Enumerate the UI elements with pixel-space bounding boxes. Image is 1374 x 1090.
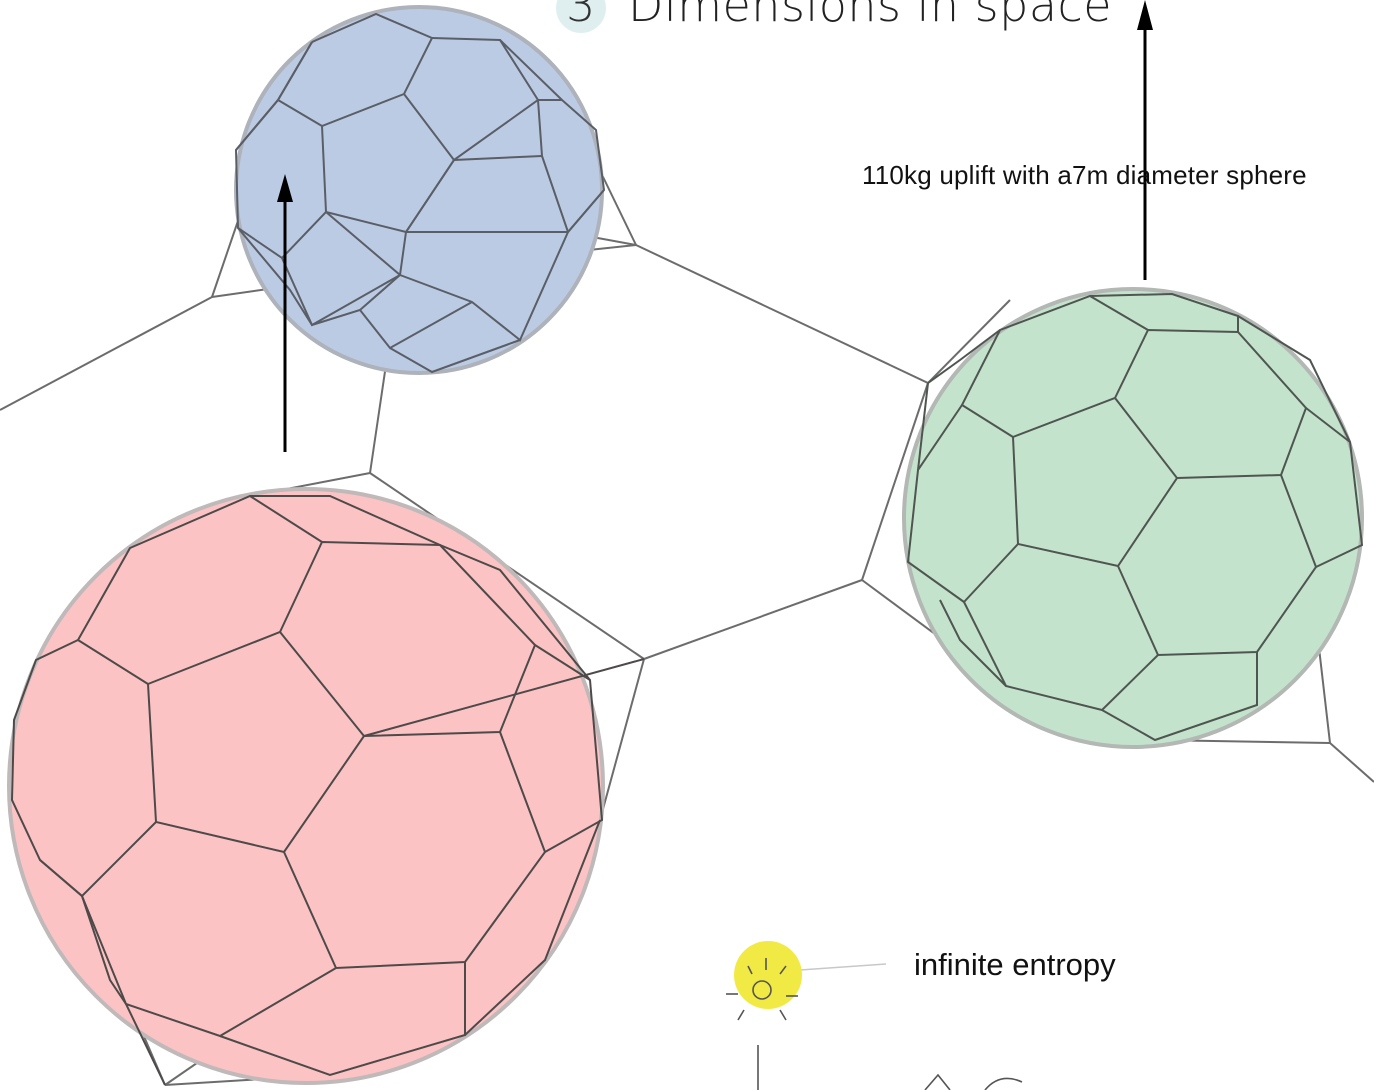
person-sketch-icon	[757, 1045, 1023, 1090]
green-sphere-facets	[906, 292, 1364, 742]
red-sphere	[7, 487, 645, 1086]
entropy-annotation: infinite entropy	[914, 947, 1116, 982]
sun-face	[752, 980, 772, 1000]
blue-sphere-facets	[234, 12, 606, 374]
red-sphere-fill	[7, 487, 605, 1085]
green-sphere-fill	[902, 287, 1364, 749]
connector-line	[211, 214, 241, 298]
connector-line	[861, 382, 929, 581]
page-title: 3 Dimensions in space	[556, 0, 1112, 33]
sun-sketch-icon	[726, 941, 887, 1021]
blue-sphere	[234, 5, 606, 452]
connector-line	[1329, 742, 1374, 783]
connector-line	[927, 299, 1011, 384]
connector-line	[599, 658, 645, 821]
uplift-annotation: 110kg uplift with a7m diameter sphere	[862, 160, 1307, 190]
entropy-leader-line	[799, 963, 887, 971]
connector-line	[0, 296, 213, 411]
connector-line	[643, 579, 863, 660]
title-text: Dimensions in space	[628, 0, 1113, 32]
red-sphere-facets	[10, 494, 645, 1086]
up-arrow-icon	[1137, 0, 1153, 30]
green-sphere	[902, 0, 1364, 749]
connector-line	[635, 244, 929, 384]
up-arrow-icon	[277, 174, 293, 202]
title-number: 3	[556, 0, 606, 33]
sun-disk	[734, 941, 802, 1009]
blue-sphere-fill	[234, 5, 604, 375]
